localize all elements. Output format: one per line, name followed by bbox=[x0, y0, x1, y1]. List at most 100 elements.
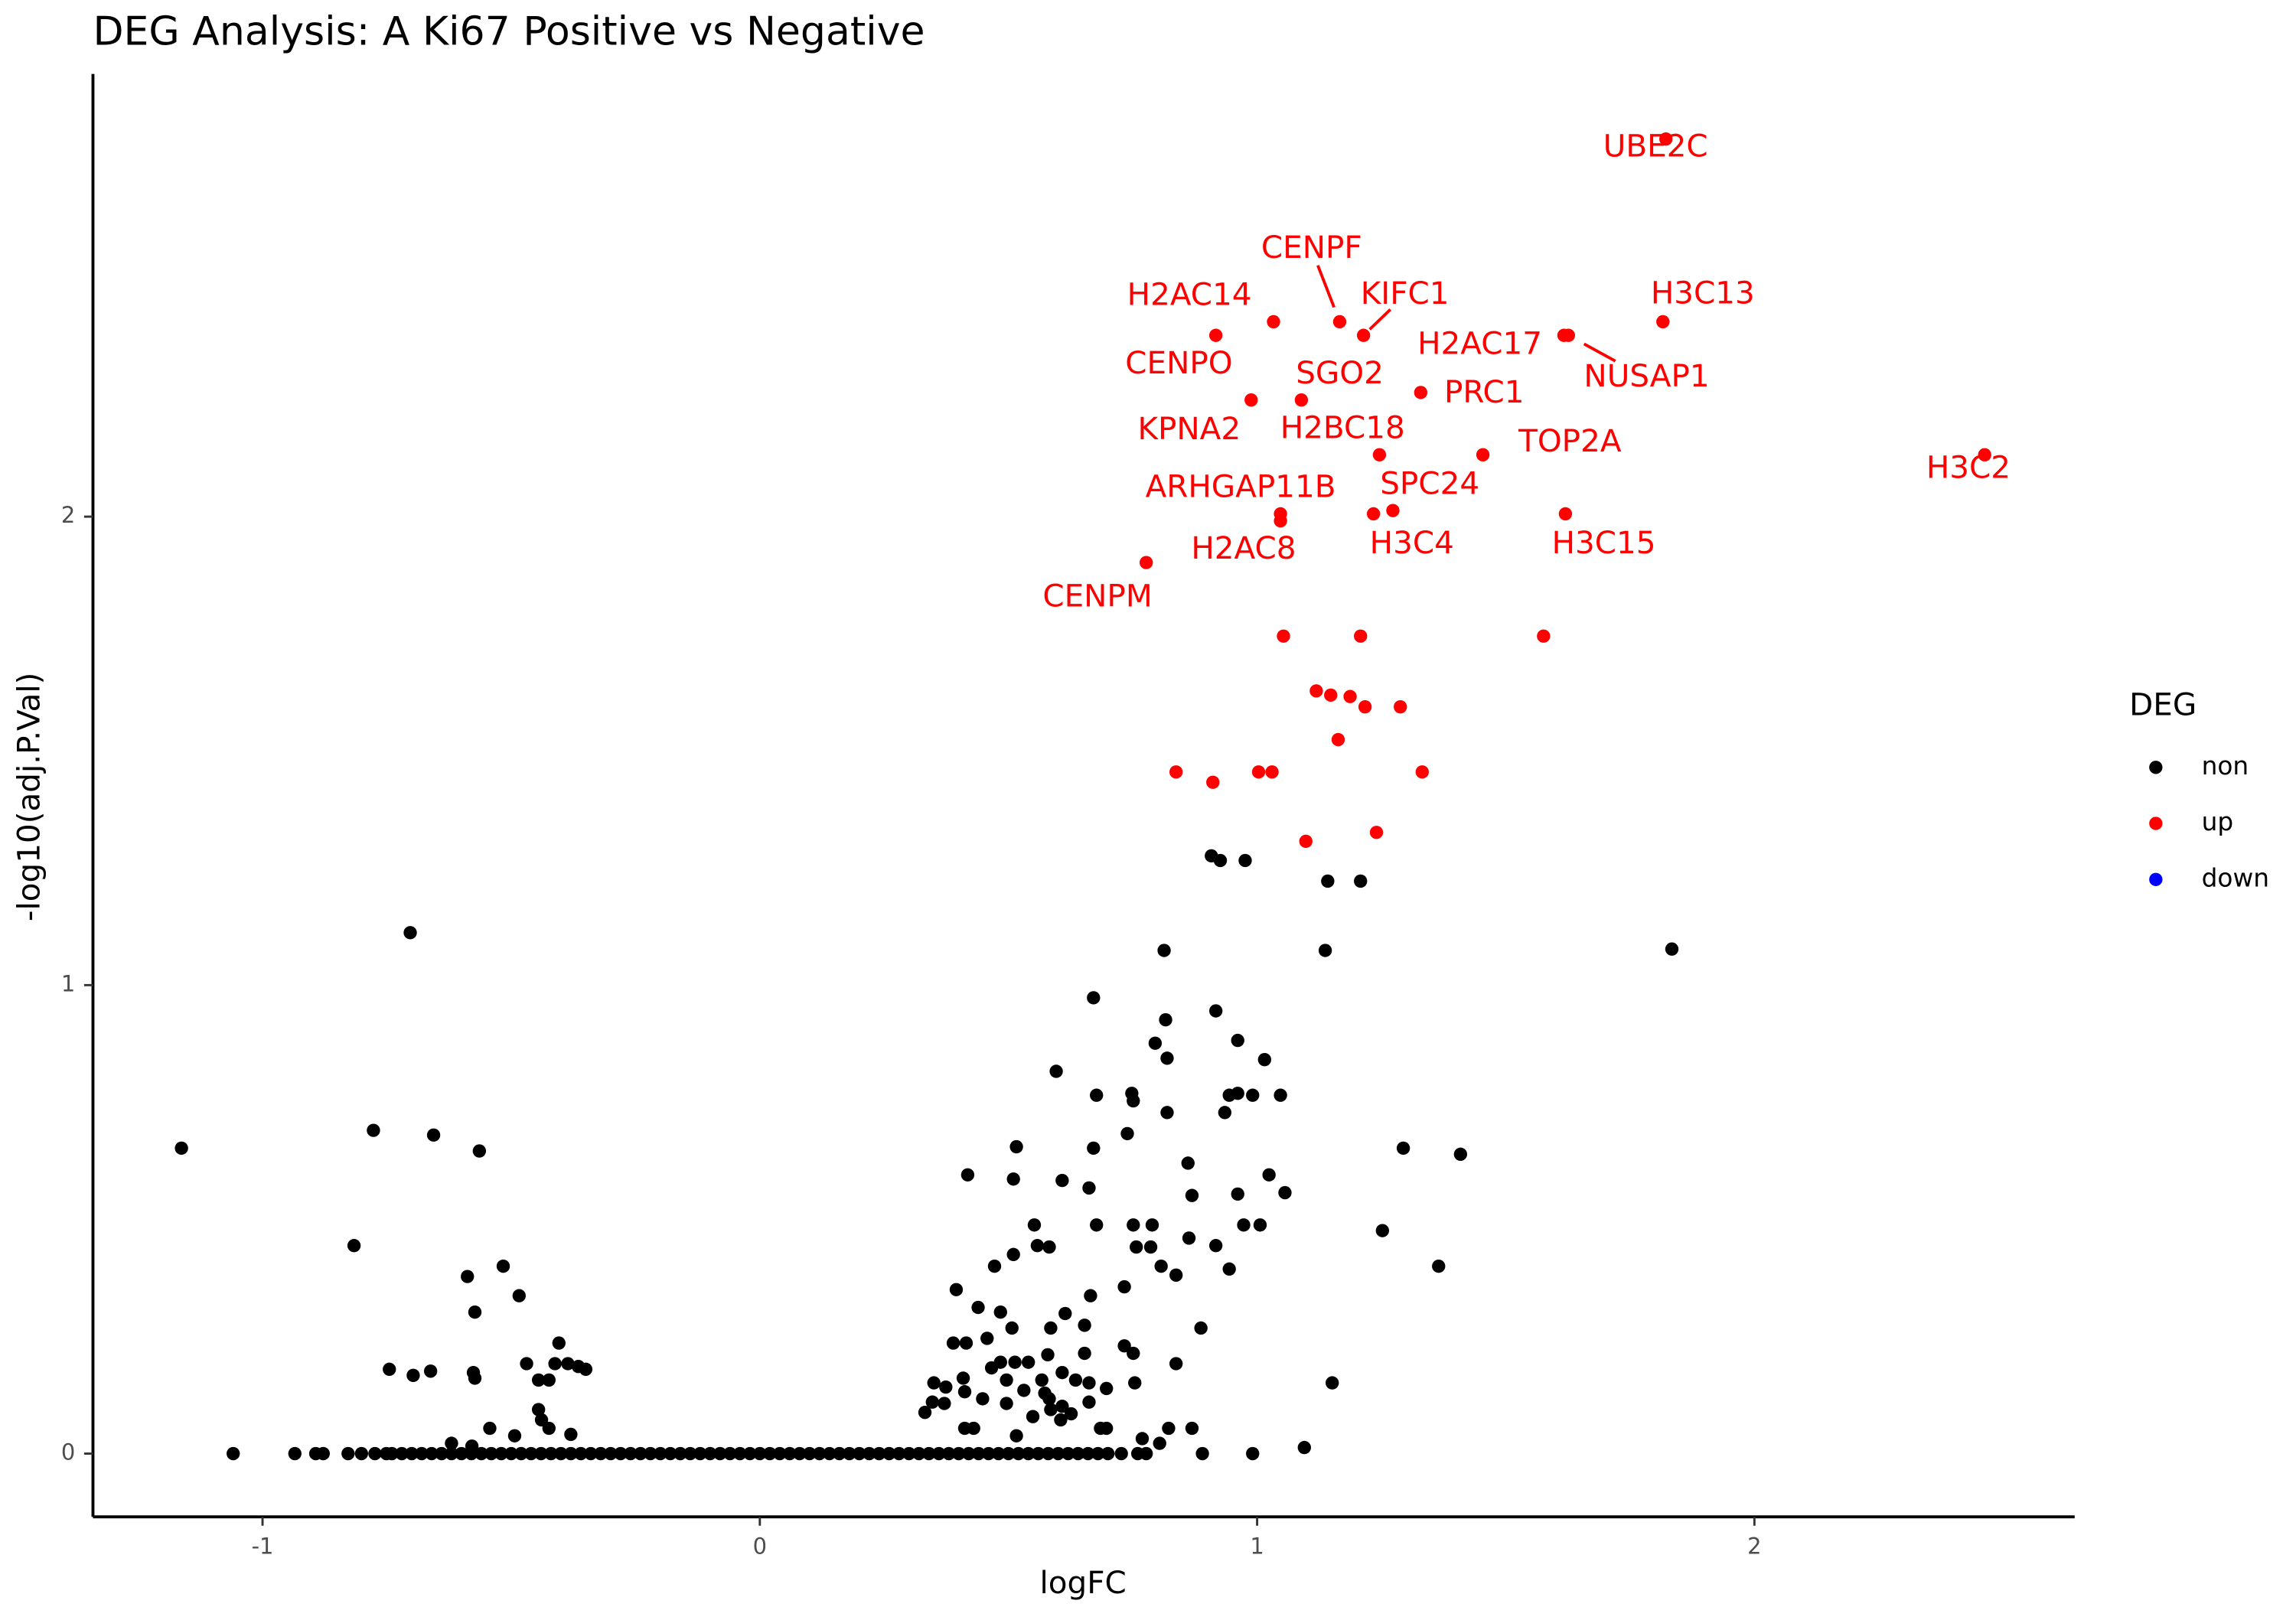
point bbox=[405, 1446, 419, 1461]
point bbox=[1343, 689, 1357, 703]
point bbox=[1049, 1064, 1063, 1078]
gene-label: H3C4 bbox=[1370, 524, 1454, 561]
point bbox=[882, 1446, 896, 1461]
point bbox=[1318, 944, 1332, 957]
label-connector bbox=[1316, 265, 1336, 308]
point bbox=[1009, 1429, 1023, 1442]
gene-label: CENPO bbox=[1125, 344, 1232, 381]
point bbox=[1244, 393, 1258, 407]
point bbox=[1044, 1403, 1058, 1416]
point bbox=[507, 1429, 522, 1442]
point bbox=[316, 1446, 330, 1461]
point bbox=[1143, 1240, 1158, 1254]
point bbox=[971, 1300, 985, 1315]
legend-label: non bbox=[2202, 751, 2249, 781]
point bbox=[1558, 507, 1573, 521]
point bbox=[1078, 1319, 1091, 1332]
point bbox=[1231, 1187, 1244, 1201]
point bbox=[415, 1446, 429, 1461]
point bbox=[584, 1446, 598, 1461]
point bbox=[1237, 1218, 1251, 1232]
point bbox=[1041, 1446, 1055, 1461]
point bbox=[624, 1446, 638, 1461]
point bbox=[683, 1446, 697, 1461]
gene-label: PRC1 bbox=[1444, 373, 1525, 410]
point bbox=[992, 1446, 1006, 1461]
y-axis-title: -log10(adj.P.Val) bbox=[10, 673, 47, 922]
point bbox=[733, 1446, 747, 1461]
point bbox=[773, 1446, 787, 1461]
point bbox=[288, 1446, 302, 1461]
point bbox=[1332, 315, 1347, 329]
point bbox=[1006, 1247, 1020, 1262]
point bbox=[1169, 1268, 1183, 1282]
chart-title: DEG Analysis: A Ki67 Positive vs Negativ… bbox=[93, 9, 925, 55]
point bbox=[1041, 1348, 1055, 1362]
point bbox=[1026, 1410, 1040, 1423]
point bbox=[803, 1446, 817, 1461]
point bbox=[1008, 1355, 1022, 1369]
point bbox=[1257, 1053, 1271, 1067]
point bbox=[1476, 448, 1490, 461]
point bbox=[1101, 1446, 1115, 1461]
point bbox=[1087, 1141, 1101, 1156]
point bbox=[1055, 1365, 1069, 1380]
point bbox=[723, 1446, 737, 1461]
point bbox=[395, 1446, 409, 1461]
point bbox=[892, 1446, 906, 1461]
point bbox=[1185, 1188, 1199, 1202]
point bbox=[833, 1446, 846, 1461]
gene-label: H2AC8 bbox=[1191, 530, 1296, 566]
point bbox=[1277, 629, 1290, 643]
x-tick-label: 1 bbox=[1250, 1534, 1264, 1560]
point bbox=[1369, 826, 1384, 839]
gene-label: KIFC1 bbox=[1361, 275, 1450, 311]
point bbox=[483, 1421, 497, 1436]
point bbox=[1194, 1321, 1208, 1335]
point bbox=[520, 1357, 533, 1371]
point bbox=[1222, 1262, 1236, 1276]
point bbox=[960, 1168, 975, 1182]
point bbox=[1251, 765, 1266, 779]
point bbox=[1148, 1036, 1163, 1050]
point bbox=[1358, 700, 1372, 714]
point bbox=[1127, 1094, 1140, 1108]
point bbox=[1042, 1240, 1056, 1254]
legend-label: down bbox=[2202, 863, 2269, 892]
point bbox=[445, 1446, 458, 1461]
point bbox=[1127, 1346, 1140, 1361]
legend-key bbox=[2149, 817, 2163, 830]
point bbox=[512, 1289, 526, 1302]
gene-label: H2AC14 bbox=[1127, 276, 1252, 313]
point bbox=[1058, 1306, 1072, 1321]
point bbox=[957, 1421, 972, 1436]
point bbox=[1127, 1218, 1140, 1232]
point bbox=[1130, 1240, 1143, 1254]
point bbox=[1265, 765, 1279, 779]
point bbox=[976, 1392, 990, 1406]
legend-label: up bbox=[2202, 807, 2234, 836]
x-tick-label: 2 bbox=[1747, 1534, 1761, 1560]
point bbox=[1135, 1432, 1150, 1446]
gene-label: UBE2C bbox=[1603, 127, 1708, 164]
point bbox=[579, 1362, 593, 1377]
point bbox=[354, 1446, 369, 1461]
point bbox=[1153, 1436, 1166, 1450]
point bbox=[574, 1446, 588, 1461]
point bbox=[1064, 1407, 1078, 1421]
point bbox=[1294, 393, 1309, 407]
point bbox=[614, 1446, 628, 1461]
point bbox=[1145, 1218, 1159, 1232]
point bbox=[1182, 1231, 1196, 1245]
point bbox=[956, 1371, 970, 1385]
point bbox=[783, 1446, 797, 1461]
point bbox=[1117, 1339, 1131, 1353]
point bbox=[1208, 1004, 1223, 1018]
point bbox=[548, 1357, 562, 1371]
point bbox=[494, 1446, 508, 1461]
point bbox=[959, 1336, 974, 1350]
point bbox=[1262, 1168, 1276, 1182]
x-axis-title: logFC bbox=[1040, 1564, 1127, 1601]
point bbox=[1022, 1355, 1035, 1369]
point bbox=[435, 1446, 448, 1461]
